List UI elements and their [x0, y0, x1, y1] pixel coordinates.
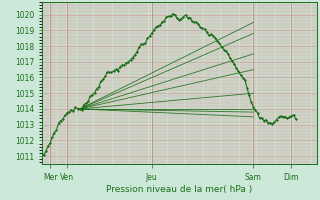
X-axis label: Pression niveau de la mer( hPa ): Pression niveau de la mer( hPa )	[106, 185, 252, 194]
